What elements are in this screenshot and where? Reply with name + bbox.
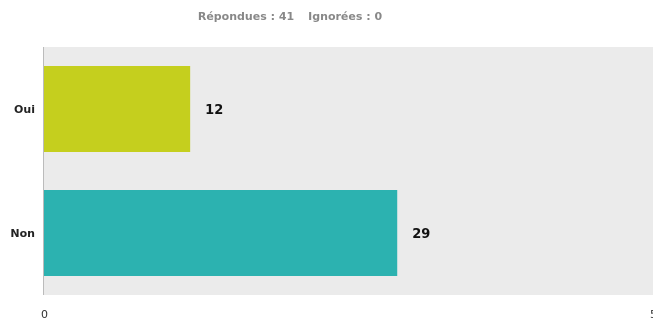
value-label-non: 29 <box>412 227 430 242</box>
skipped-label: Ignorées : <box>308 10 371 23</box>
x-tick-label-50: 50 <box>650 308 653 321</box>
category-label-oui: Oui <box>14 103 35 116</box>
skipped-value: 0 <box>374 10 383 23</box>
response-summary: Répondues : 41 Ignorées : 0 <box>0 10 580 23</box>
answered-value: 41 <box>278 10 295 23</box>
bar-non <box>44 190 398 276</box>
answered-count: Répondues : 41 <box>198 10 294 23</box>
answered-label: Répondues : <box>197 10 275 23</box>
x-tick-label-0: 0 <box>41 308 48 321</box>
value-label-oui: 12 <box>205 103 223 118</box>
bar-oui <box>44 66 191 152</box>
skipped-count: Ignorées : 0 <box>308 10 382 23</box>
category-label-non: Non <box>10 227 35 240</box>
